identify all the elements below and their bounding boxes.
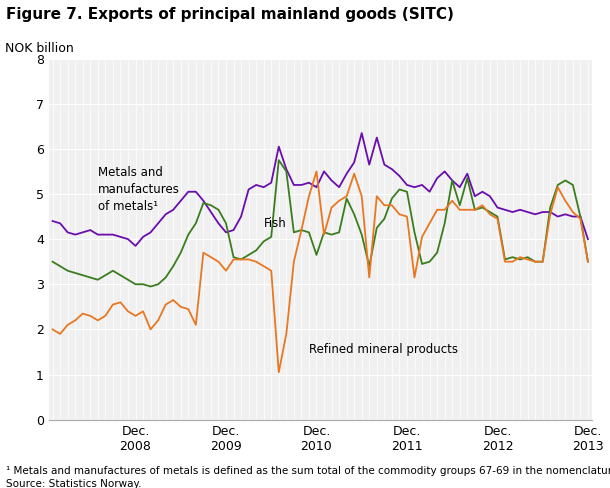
Text: Refined mineral products: Refined mineral products xyxy=(309,343,458,356)
Text: Metals and
manufactures
of metals¹: Metals and manufactures of metals¹ xyxy=(98,166,180,213)
Text: NOK billion: NOK billion xyxy=(5,42,74,55)
Text: Figure 7. Exports of principal mainland goods (SITC): Figure 7. Exports of principal mainland … xyxy=(6,7,454,22)
Text: ¹ Metals and manufactures of metals is defined as the sum total of the commodity: ¹ Metals and manufactures of metals is d… xyxy=(6,466,610,476)
Text: Source: Statistics Norway.: Source: Statistics Norway. xyxy=(6,479,142,488)
Text: Fish: Fish xyxy=(264,217,287,230)
